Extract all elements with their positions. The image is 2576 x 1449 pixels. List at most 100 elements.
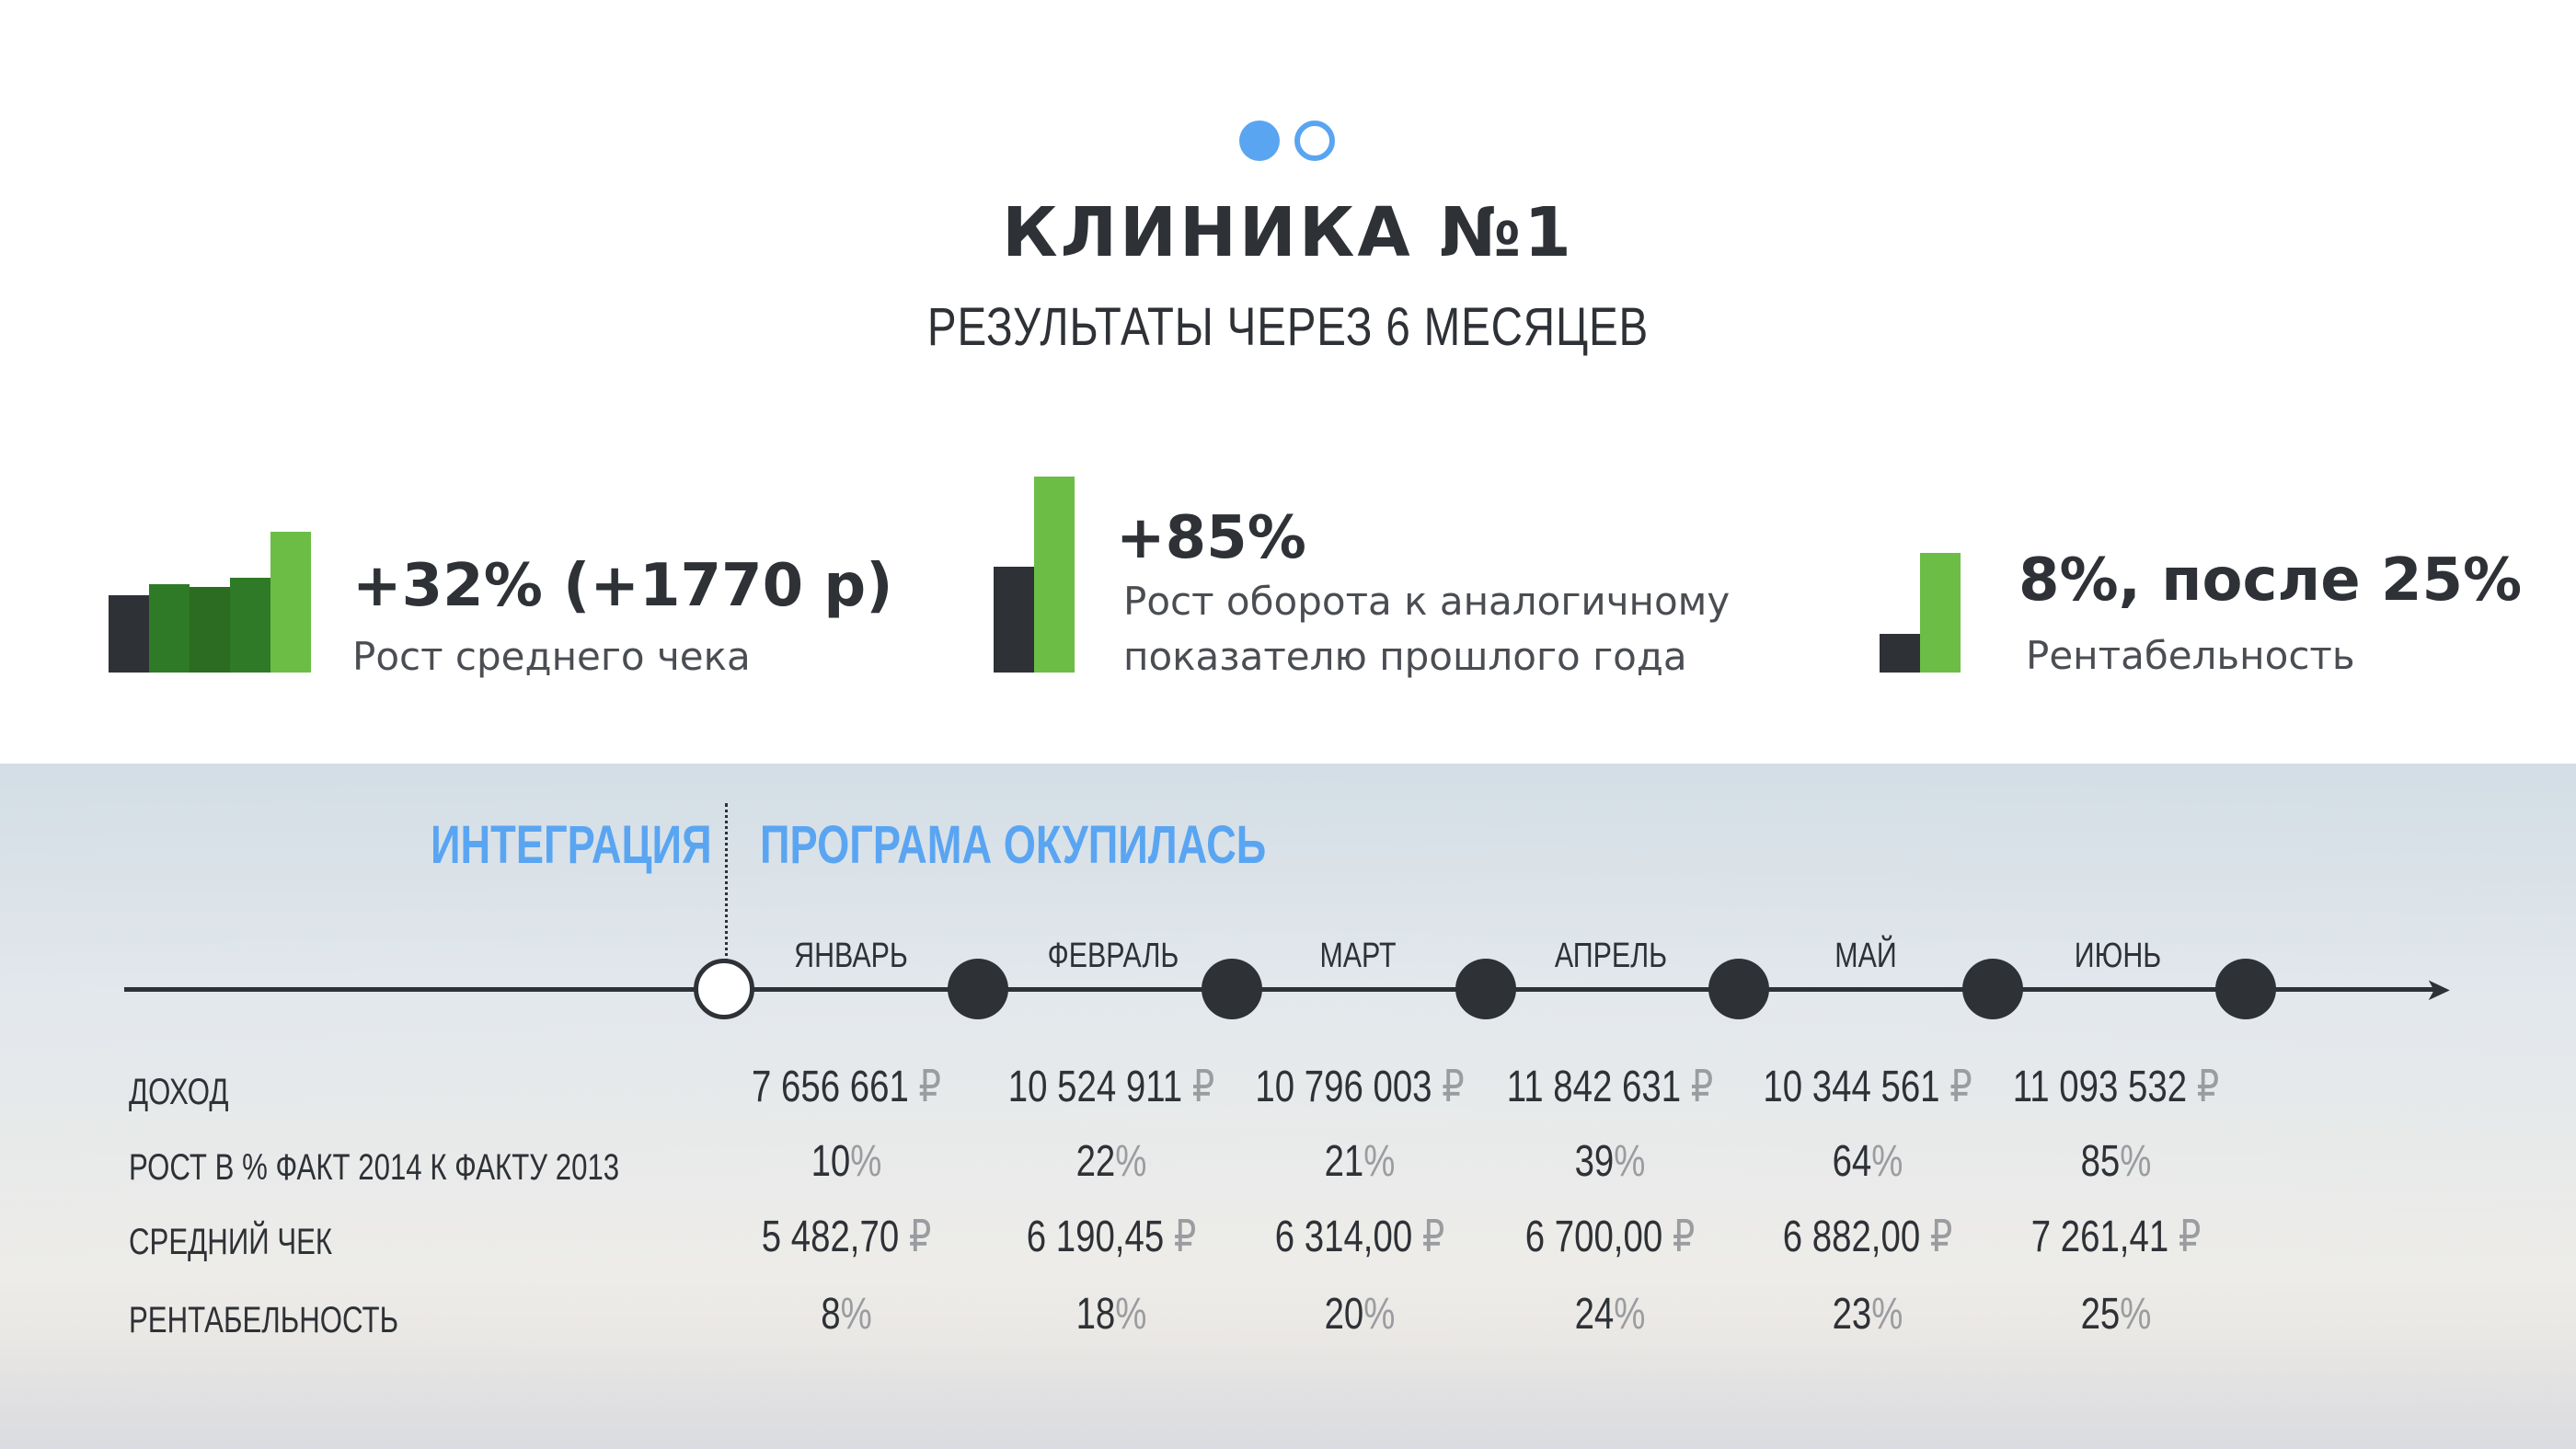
cell-unit: ₽ [1432, 1063, 1465, 1111]
month-label: МАРТ [1319, 937, 1397, 975]
profitability-label: Рентабельность [2026, 633, 2355, 678]
table-cell: 10 524 911 ₽ [1001, 1061, 1222, 1112]
cell-value: 6 190,45 [1026, 1213, 1165, 1261]
cell-value: 39 [1574, 1137, 1615, 1186]
cell-value: 10 524 911 [1007, 1063, 1183, 1111]
cell-value: 5 482,70 [761, 1213, 900, 1261]
table-cell: 23% [1757, 1289, 1978, 1340]
timeline-node-apr[interactable] [1708, 959, 1769, 1019]
table-cell: 25% [2006, 1289, 2226, 1340]
chart-bar [270, 532, 311, 673]
month-label: ФЕВРАЛЬ [1047, 937, 1179, 975]
timeline-node-may[interactable] [1962, 959, 2023, 1019]
row-label-avg-check: СРЕДНИЙ ЧЕК [129, 1222, 333, 1262]
cell-unit: ₽ [1681, 1063, 1714, 1111]
cell-value: 6 314,00 [1274, 1213, 1413, 1261]
cell-value: 20 [1324, 1290, 1364, 1339]
turnover-growth-label-line-2: показателю прошлого года [1123, 634, 1687, 679]
pager-dot-inactive[interactable] [1294, 121, 1335, 161]
cell-unit: % [1363, 1290, 1396, 1339]
row-label-growth: РОСТ В % ФАКТ 2014 К ФАКТУ 2013 [129, 1147, 620, 1188]
timeline-background [0, 764, 2576, 1449]
cell-value: 85 [2080, 1137, 2121, 1186]
cell-value: 8 [821, 1290, 841, 1339]
chart-bar [1034, 477, 1075, 673]
profitability-bar-chart [1880, 553, 1961, 673]
page-title: КЛИНИКА №1 [1002, 193, 1574, 272]
table-cell: 6 700,00 ₽ [1500, 1211, 1720, 1262]
month-label: АПРЕЛЬ [1554, 937, 1668, 975]
phase-payback: ПРОГРАМА ОКУПИЛАСЬ [760, 815, 1267, 875]
phase-divider [725, 803, 728, 974]
cell-value: 6 882,00 [1782, 1213, 1921, 1261]
chart-bar [149, 584, 190, 673]
cell-unit: % [1614, 1290, 1646, 1339]
chart-bar [109, 595, 149, 673]
cell-value: 22 [1075, 1137, 1116, 1186]
timeline-node-jan[interactable] [948, 959, 1008, 1019]
table-cell: 6 190,45 ₽ [1001, 1211, 1222, 1262]
table-cell: 8% [736, 1289, 957, 1340]
phase-integration: ИНТЕГРАЦИЯ [431, 815, 712, 875]
cell-unit: % [1871, 1290, 1903, 1339]
cell-unit: ₽ [1164, 1213, 1197, 1261]
cell-unit: ₽ [899, 1213, 932, 1261]
cell-unit: ₽ [1920, 1213, 1953, 1261]
avg-check-bar-chart [109, 532, 311, 673]
cell-value: 10 344 561 [1763, 1063, 1940, 1111]
timeline-start-node[interactable] [694, 959, 754, 1019]
cell-value: 21 [1324, 1137, 1364, 1186]
cell-unit: ₽ [1939, 1063, 1972, 1111]
timeline-arrow-icon: ➤ [2425, 972, 2452, 1008]
table-cell: 5 482,70 ₽ [736, 1211, 957, 1262]
chart-bar [994, 567, 1034, 673]
table-cell: 64% [1757, 1136, 1978, 1187]
timeline-node-jun[interactable] [2215, 959, 2276, 1019]
month-label: ЯНВАРЬ [794, 937, 908, 975]
cell-value: 18 [1075, 1290, 1116, 1339]
table-cell: 21% [1249, 1136, 1470, 1187]
cell-value: 10 796 003 [1255, 1063, 1432, 1111]
pager-dot-active[interactable] [1239, 121, 1280, 161]
table-cell: 6 882,00 ₽ [1757, 1211, 1978, 1262]
table-cell: 7 261,41 ₽ [2006, 1211, 2226, 1262]
cell-unit: ₽ [2187, 1063, 2220, 1111]
table-cell: 6 314,00 ₽ [1249, 1211, 1470, 1262]
cell-unit: % [1115, 1290, 1147, 1339]
cell-unit: % [2120, 1137, 2152, 1186]
timeline-axis [124, 987, 2438, 992]
cell-unit: ₽ [1662, 1213, 1696, 1261]
cell-unit: ₽ [908, 1063, 941, 1111]
month-label: МАЙ [1834, 937, 1897, 975]
cell-value: 24 [1574, 1290, 1615, 1339]
chart-bar [230, 578, 270, 673]
cell-value: 11 842 631 [1506, 1063, 1682, 1111]
cell-value: 6 700,00 [1524, 1213, 1663, 1261]
cell-unit: % [1115, 1137, 1147, 1186]
cell-unit: ₽ [2168, 1213, 2202, 1261]
cell-value: 64 [1832, 1137, 1872, 1186]
table-cell: 22% [1001, 1136, 1222, 1187]
table-cell: 24% [1500, 1289, 1720, 1340]
cell-value: 23 [1832, 1290, 1872, 1339]
table-cell: 39% [1500, 1136, 1720, 1187]
chart-bar [1920, 553, 1961, 673]
avg-check-growth-label: Рост среднего чека [352, 634, 751, 679]
cell-unit: % [850, 1137, 882, 1186]
chart-bar [190, 587, 230, 673]
cell-value: 7 656 661 [752, 1063, 909, 1111]
timeline-node-feb[interactable] [1202, 959, 1262, 1019]
timeline-node-mar[interactable] [1455, 959, 1516, 1019]
turnover-bar-chart [994, 477, 1075, 673]
table-cell: 10 796 003 ₽ [1249, 1061, 1470, 1112]
table-cell: 11 842 631 ₽ [1500, 1061, 1720, 1112]
chart-bar [1880, 634, 1920, 673]
cell-value: 25 [2080, 1290, 2121, 1339]
cell-value: 7 261,41 [2030, 1213, 2169, 1261]
table-cell: 85% [2006, 1136, 2226, 1187]
table-cell: 18% [1001, 1289, 1222, 1340]
avg-check-growth-value: +32% (+1770 р) [352, 552, 893, 620]
turnover-growth-value: +85% [1116, 504, 1306, 572]
table-cell: 7 656 661 ₽ [736, 1061, 957, 1112]
profitability-value: 8%, после 25% [2018, 546, 2523, 615]
